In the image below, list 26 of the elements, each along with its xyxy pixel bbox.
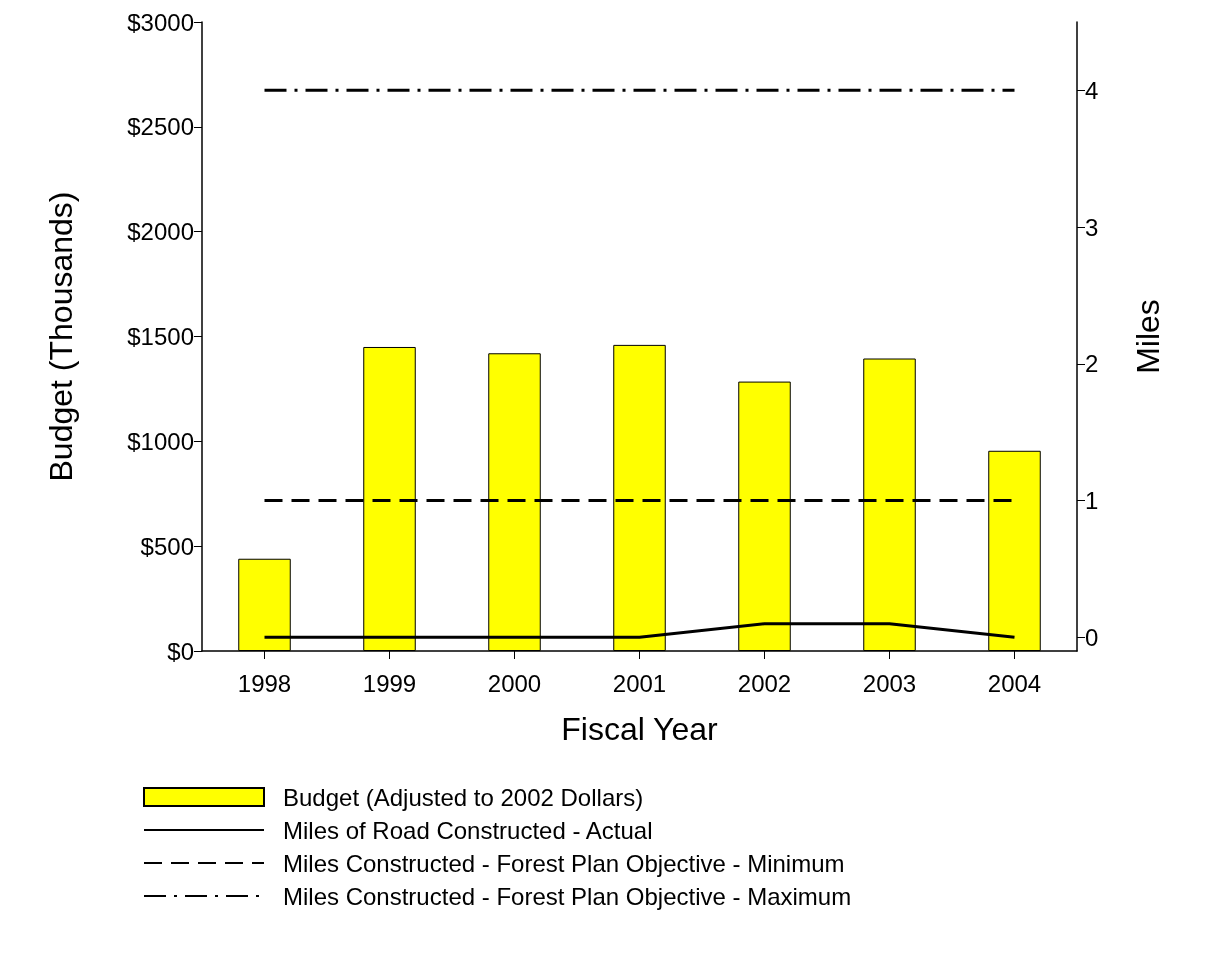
y-tick-label: $2000 [127, 218, 194, 246]
y2-tick-label: 3 [1085, 213, 1099, 241]
y-tick-label: $1500 [127, 323, 194, 350]
legend-label: Miles Constructed - Forest Plan Objective - Minimum [283, 849, 845, 877]
y-tick-label: $3000 [127, 8, 194, 36]
legend-label: Miles Constructed - Forest Plan Objective - Maximum [283, 882, 852, 910]
legend-label: Budget (Adjusted to 2002 Dollars) [283, 783, 644, 811]
y-axis-title: Budget (Thousands) [43, 191, 79, 482]
x-tick-label: 2003 [862, 669, 917, 697]
y2-tick-label: 1 [1085, 487, 1099, 515]
y2-tick-label: 2 [1085, 350, 1099, 378]
x-tick-label: 2004 [987, 669, 1042, 697]
legend-label: Miles of Road Constructed - Actual [283, 816, 653, 844]
y-tick-label: $1000 [127, 427, 194, 455]
x-tick-label: 2002 [737, 669, 792, 697]
y2-axis-title: Miles [1130, 299, 1166, 374]
x-tick-label: 1999 [362, 669, 417, 697]
x-tick-label: 2001 [612, 669, 667, 697]
y2-tick-label: 4 [1085, 76, 1099, 104]
x-tick-label: 2000 [487, 669, 542, 697]
x-tick-label: 1998 [237, 669, 292, 697]
y-tick-label: $2500 [127, 113, 194, 141]
y-tick-label: $500 [140, 532, 194, 560]
y-tick-label: $0 [167, 637, 194, 665]
x-axis-title: Fiscal Year [561, 711, 719, 747]
y2-tick-label: 0 [1085, 623, 1099, 651]
